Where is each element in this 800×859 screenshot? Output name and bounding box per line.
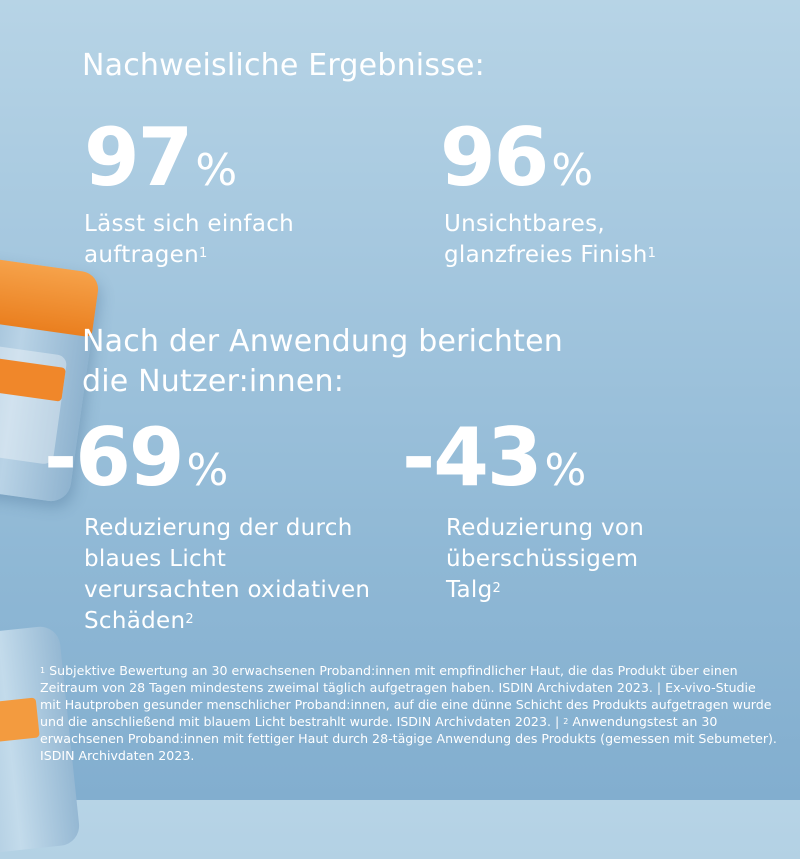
footnote-text: Anwendungstest an 30 erwachsenen Proband… <box>40 714 777 763</box>
footnote-marker: 1 <box>647 246 657 261</box>
section-heading-line: Nach der Anwendung berichten <box>82 324 563 359</box>
stat-minus-43: -43% <box>402 418 586 498</box>
stat-description: Unsichtbares, glanzfreies Finish1 <box>444 209 656 271</box>
stat-description-line: Schäden <box>84 608 186 634</box>
page-title: Nachweisliche Ergebnisse: <box>82 48 485 83</box>
stat-description-line: Talg <box>446 577 493 603</box>
stat-description-line: überschüssigem <box>446 546 639 572</box>
stat-description: Lässt sich einfach auftragen1 <box>84 209 294 271</box>
stat-minus-69: -69% <box>44 418 228 498</box>
footnote-text: Subjektive Bewertung an 30 erwachsenen P… <box>40 663 772 729</box>
stat-96: 96% <box>440 118 593 198</box>
stat-97: 97% <box>84 118 237 198</box>
stat-description-line: verursachten oxidativen <box>84 577 371 603</box>
stat-description-line: Lässt sich einfach <box>84 211 295 237</box>
stat-description-line: Reduzierung von <box>446 515 645 541</box>
stat-unit: % <box>195 145 238 196</box>
stat-value: 97 <box>84 111 193 204</box>
stat-description: Reduzierung von überschüssigem Talg2 <box>446 513 644 606</box>
stat-unit: % <box>551 145 594 196</box>
footnote-marker: 2 <box>492 581 502 596</box>
stat-value: 96 <box>440 111 549 204</box>
footnote-marker: 1 <box>198 246 208 261</box>
stat-description-line: auftragen <box>84 242 199 268</box>
stat-description-line: Unsichtbares, <box>444 211 606 237</box>
stat-description: Reduzierung der durch blaues Licht verur… <box>84 513 370 637</box>
stat-unit: % <box>186 445 229 496</box>
stat-description-line: glanzfreies Finish <box>444 242 648 268</box>
section-heading-line: die Nutzer:innen: <box>82 364 345 399</box>
footnote-marker: 1 <box>40 666 46 675</box>
stat-unit: % <box>544 445 587 496</box>
stat-description-line: Reduzierung der durch <box>84 515 353 541</box>
footnote-marker: 2 <box>563 717 569 726</box>
footnotes: 1 Subjektive Bewertung an 30 erwachsenen… <box>40 662 780 764</box>
stat-value: -43 <box>402 411 543 504</box>
section-heading: Nach der Anwendung berichten die Nutzer:… <box>82 322 563 402</box>
footnote-marker: 2 <box>185 612 194 627</box>
stat-value: -69 <box>44 411 185 504</box>
product-jar-band-bottom <box>0 697 40 747</box>
stat-description-line: blaues Licht <box>84 546 227 572</box>
